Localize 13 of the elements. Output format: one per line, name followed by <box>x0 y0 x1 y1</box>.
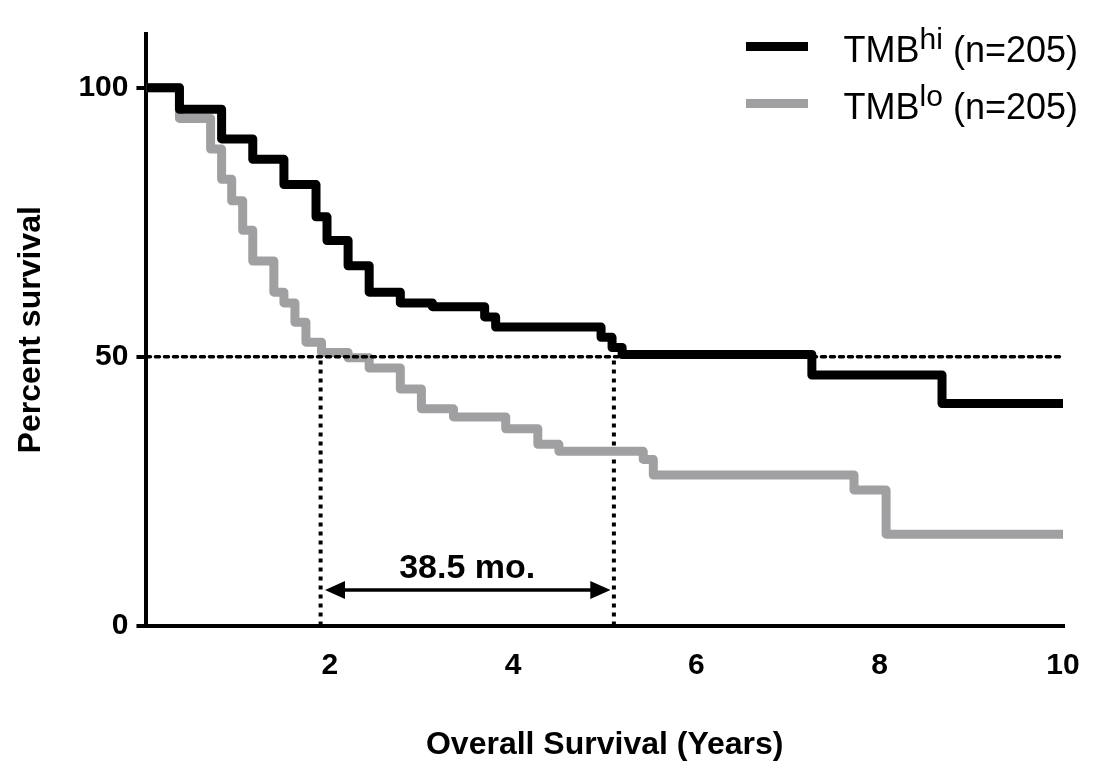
y-tick-label: 100 <box>78 69 129 103</box>
x-tick-label: 2 <box>321 646 339 680</box>
x-tick-label: 8 <box>871 646 889 680</box>
x-tick-label: 6 <box>688 646 705 680</box>
annotation: 38.5 mo. <box>399 546 536 585</box>
y-tick-label: 50 <box>95 337 129 371</box>
x-tick-label: 10 <box>1046 646 1080 680</box>
legend-label: TMB$^{lo}$ (n=205) <box>843 79 1078 128</box>
y-axis-title: Percent survival <box>11 206 48 454</box>
x-tick-label: 4 <box>504 646 522 680</box>
y-tick-label: 0 <box>111 606 129 640</box>
legend-label: TMB$^{hi}$ (n=205) <box>843 22 1078 71</box>
x-axis-title: Overall Survival (Years) <box>425 724 784 761</box>
